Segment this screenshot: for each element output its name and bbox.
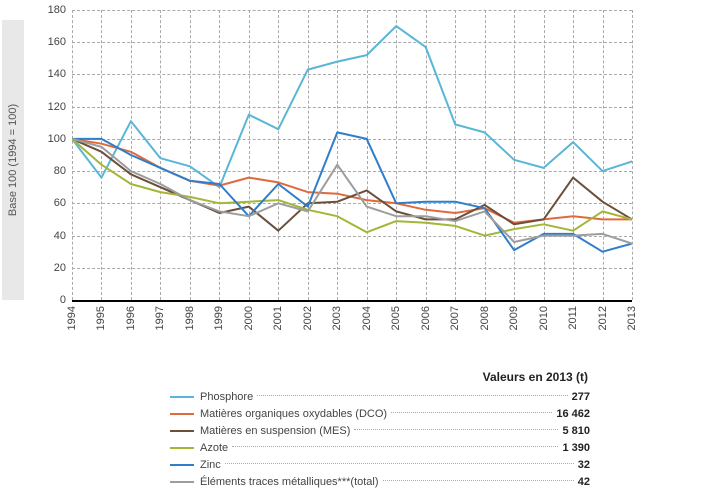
y-tick-label: 160: [48, 36, 66, 48]
x-tick-label: 2011: [567, 306, 579, 330]
y-tick-label: 100: [48, 133, 66, 145]
legend-label: Matières en suspension (MES): [200, 425, 350, 437]
plot-area: 0204060801001201401601801994199519961997…: [72, 10, 632, 302]
legend-row: Phosphore 277: [170, 388, 590, 405]
legend-label: Matières organiques oxydables (DCO): [200, 408, 387, 420]
x-tick-label: 2012: [597, 306, 609, 330]
legend-label: Phosphore: [200, 391, 253, 403]
x-tick-label: 2002: [302, 306, 314, 330]
legend-row: Matières organiques oxydables (DCO) 16 46…: [170, 405, 590, 422]
legend-value: 32: [578, 459, 590, 471]
legend-value: 277: [572, 391, 590, 403]
legend-swatch: [170, 413, 194, 415]
legend-leader: [383, 479, 574, 481]
series-lines: [72, 10, 632, 300]
y-tick-label: 120: [48, 101, 66, 113]
legend-swatch: [170, 481, 194, 483]
x-tick-label: 2006: [420, 306, 432, 330]
x-tick-label: 1996: [125, 306, 137, 330]
legend-swatch: [170, 396, 194, 398]
x-tick-label: 2003: [331, 306, 343, 330]
y-axis-label: Base 100 (1994 = 100): [7, 104, 19, 216]
y-tick-label: 40: [54, 230, 66, 242]
x-tick-label: 1997: [154, 306, 166, 330]
x-tick-label: 1999: [213, 306, 225, 330]
legend-row: Azote 1 390: [170, 439, 590, 456]
x-tick-label: 1998: [184, 306, 196, 330]
legend-value: 42: [578, 476, 590, 488]
legend-leader: [257, 394, 567, 396]
series-line: [72, 132, 632, 251]
legend-row: Zinc 32: [170, 456, 590, 473]
legend-value: 5 810: [562, 425, 590, 437]
x-tick-label: 2007: [449, 306, 461, 330]
x-tick-label: 2005: [390, 306, 402, 330]
x-tick-label: 2013: [626, 306, 638, 330]
y-tick-label: 140: [48, 68, 66, 80]
y-tick-label: 180: [48, 4, 66, 16]
legend-label: Azote: [200, 442, 228, 454]
x-tick-label: 1995: [95, 306, 107, 330]
x-tick-label: 2008: [479, 306, 491, 330]
legend-value: 16 462: [556, 408, 590, 420]
legend: Valeurs en 2013 (t) Phosphore 277 Matières…: [170, 370, 590, 490]
legend-leader: [232, 445, 558, 447]
x-tick-label: 2001: [272, 306, 284, 330]
chart-container: Base 100 (1994 = 100) 020406080100120140…: [0, 0, 725, 500]
y-axis-label-block: Base 100 (1994 = 100): [2, 20, 24, 300]
x-tick-label: 2009: [508, 306, 520, 330]
legend-leader: [391, 411, 552, 413]
y-tick-label: 80: [54, 165, 66, 177]
y-tick-label: 0: [60, 294, 66, 306]
x-tick-label: 2000: [243, 306, 255, 330]
legend-row: Éléments traces métalliques***(total) 42: [170, 473, 590, 490]
x-tick-label: 1994: [66, 306, 78, 330]
x-tick-label: 2010: [538, 306, 550, 330]
legend-title: Valeurs en 2013 (t): [170, 370, 590, 388]
legend-leader: [354, 428, 558, 430]
legend-swatch: [170, 464, 194, 466]
legend-label: Zinc: [200, 459, 221, 471]
legend-leader: [225, 462, 574, 464]
legend-row: Matières en suspension (MES) 5 810: [170, 422, 590, 439]
legend-swatch: [170, 447, 194, 449]
gridline-vertical: [632, 10, 633, 300]
legend-value: 1 390: [562, 442, 590, 454]
series-line: [72, 26, 632, 187]
y-tick-label: 20: [54, 262, 66, 274]
legend-label: Éléments traces métalliques***(total): [200, 476, 379, 488]
x-tick-label: 2004: [361, 306, 373, 330]
legend-swatch: [170, 430, 194, 432]
y-tick-label: 60: [54, 197, 66, 209]
